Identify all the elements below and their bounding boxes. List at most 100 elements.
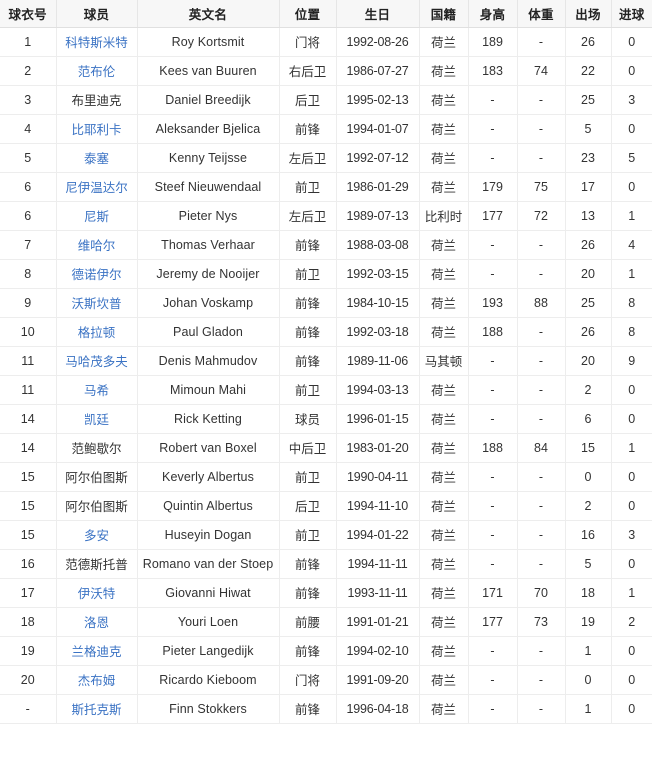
table-row: 15 阿尔伯图斯 Quintin Albertus 后卫 1994-11-10 荷兰 - -2… <box>0 491 652 521</box>
column-header-en_name[interactable]: 英文名 <box>137 0 280 28</box>
column-header-weight[interactable]: 体重 <box>517 0 566 28</box>
table-row: 11 马希 Mimoun Mahi 前卫 1994-03-13 荷兰 - -2 0 <box>0 375 652 405</box>
table-row: 10 格拉顿 Paul Gladon 前锋 1992-03-18 荷兰 188-26 8 <box>0 317 652 347</box>
cell-name[interactable]: 比耶利卡 <box>56 114 138 144</box>
player-name-link[interactable]: 马希 <box>83 384 109 398</box>
cell-name[interactable]: 尼伊温达尔 <box>56 172 138 202</box>
player-name-link[interactable]: 范布伦 <box>77 65 116 79</box>
cell-apps: 19 <box>565 607 612 637</box>
cell-en_name: Rick Ketting <box>137 404 280 434</box>
player-name-link[interactable]: 洛恩 <box>83 616 109 630</box>
column-header-birth[interactable]: 生日 <box>336 0 420 28</box>
cell-goals: 1 <box>611 433 652 463</box>
cell-height: - <box>468 346 518 376</box>
cell-position: 前卫 <box>279 375 337 405</box>
cell-en_name: Giovanni Hiwat <box>137 578 280 608</box>
cell-birth: 1988-03-08 <box>336 230 420 260</box>
player-name-text: 范鲍歇尔 <box>71 442 122 456</box>
cell-name[interactable]: 维哈尔 <box>56 230 138 260</box>
column-header-name[interactable]: 球员 <box>56 0 138 28</box>
cell-en_name: Keverly Albertus <box>137 462 280 492</box>
player-name-link[interactable]: 兰格迪克 <box>71 645 122 659</box>
cell-apps: 5 <box>565 549 612 579</box>
cell-number: 8 <box>0 259 57 289</box>
cell-goals: 4 <box>611 230 652 260</box>
cell-weight: - <box>517 143 566 173</box>
player-name-link[interactable]: 泰塞 <box>83 152 109 166</box>
cell-name: 范鲍歇尔 <box>56 433 138 463</box>
cell-number: 2 <box>0 56 57 86</box>
cell-height: 188 <box>468 317 518 347</box>
table-row: 14 范鲍歇尔 Robert van Boxel 中后卫 1983-01-20 荷兰 188… <box>0 433 652 463</box>
player-name-text: 阿尔伯图斯 <box>65 500 128 514</box>
cell-en_name: Steef Nieuwendaal <box>137 172 280 202</box>
column-header-number[interactable]: 球衣号 <box>0 0 57 28</box>
cell-name[interactable]: 沃斯坎普 <box>56 288 138 318</box>
cell-birth: 1992-07-12 <box>336 143 420 173</box>
cell-height: 188 <box>468 433 518 463</box>
cell-name[interactable]: 泰塞 <box>56 143 138 173</box>
cell-position: 球员 <box>279 404 337 434</box>
table-row: - 斯托克斯 Finn Stokkers 前锋 1996-04-18 荷兰 - -1 0 <box>0 694 652 724</box>
cell-name[interactable]: 多安 <box>56 520 138 550</box>
cell-name[interactable]: 格拉顿 <box>56 317 138 347</box>
cell-name[interactable]: 范布伦 <box>56 56 138 86</box>
player-name-link[interactable]: 尼伊温达尔 <box>65 181 128 195</box>
cell-en_name: Huseyin Dogan <box>137 520 280 550</box>
cell-en_name: Jeremy de Nooijer <box>137 259 280 289</box>
player-name-link[interactable]: 沃斯坎普 <box>71 297 122 311</box>
player-name-link[interactable]: 格拉顿 <box>77 326 116 340</box>
player-name-link[interactable]: 杰布姆 <box>77 674 116 688</box>
column-header-position[interactable]: 位置 <box>279 0 337 28</box>
cell-name[interactable]: 德诺伊尔 <box>56 259 138 289</box>
player-name-link[interactable]: 尼斯 <box>83 210 109 224</box>
column-header-goals[interactable]: 进球 <box>611 0 652 28</box>
cell-name[interactable]: 杰布姆 <box>56 665 138 695</box>
cell-name[interactable]: 凯廷 <box>56 404 138 434</box>
player-name-link[interactable]: 维哈尔 <box>77 239 116 253</box>
cell-weight: - <box>517 85 566 115</box>
cell-apps: 13 <box>565 201 612 231</box>
cell-name[interactable]: 伊沃特 <box>56 578 138 608</box>
cell-name[interactable]: 洛恩 <box>56 607 138 637</box>
cell-nation: 马其顿 <box>419 346 469 376</box>
table-row: 2 范布伦 Kees van Buuren 右后卫 1986-07-27 荷兰 183 74 2… <box>0 56 652 86</box>
cell-name[interactable]: 科特斯米特 <box>56 27 138 57</box>
table-header-row: 球衣号 球员 英文名 位置 生日 国籍 身高 体重 出场 进球 <box>0 0 652 28</box>
cell-weight: 84 <box>517 433 566 463</box>
cell-name[interactable]: 马哈茂多夫 <box>56 346 138 376</box>
cell-name[interactable]: 马希 <box>56 375 138 405</box>
cell-nation: 荷兰 <box>419 375 469 405</box>
column-header-height[interactable]: 身高 <box>468 0 518 28</box>
cell-goals: 0 <box>611 375 652 405</box>
cell-birth: 1994-03-13 <box>336 375 420 405</box>
player-name-link[interactable]: 马哈茂多夫 <box>65 355 128 369</box>
player-name-link[interactable]: 凯廷 <box>83 413 109 427</box>
cell-height: 177 <box>468 201 518 231</box>
cell-number: 20 <box>0 665 57 695</box>
cell-nation: 荷兰 <box>419 143 469 173</box>
cell-name[interactable]: 斯托克斯 <box>56 694 138 724</box>
player-name-link[interactable]: 伊沃特 <box>77 587 116 601</box>
cell-name[interactable]: 尼斯 <box>56 201 138 231</box>
cell-birth: 1994-01-22 <box>336 520 420 550</box>
player-name-link[interactable]: 德诺伊尔 <box>71 268 122 282</box>
column-header-apps[interactable]: 出场 <box>565 0 612 28</box>
player-name-link[interactable]: 斯托克斯 <box>71 703 122 717</box>
cell-birth: 1989-11-06 <box>336 346 420 376</box>
cell-nation: 荷兰 <box>419 317 469 347</box>
cell-nation: 荷兰 <box>419 114 469 144</box>
cell-name[interactable]: 兰格迪克 <box>56 636 138 666</box>
player-name-link[interactable]: 比耶利卡 <box>71 123 122 137</box>
cell-number: 11 <box>0 346 57 376</box>
player-name-link[interactable]: 多安 <box>83 529 109 543</box>
cell-birth: 1996-01-15 <box>336 404 420 434</box>
cell-en_name: Mimoun Mahi <box>137 375 280 405</box>
cell-position: 左后卫 <box>279 143 337 173</box>
cell-birth: 1994-11-11 <box>336 549 420 579</box>
cell-goals: 2 <box>611 607 652 637</box>
cell-birth: 1983-01-20 <box>336 433 420 463</box>
player-name-link[interactable]: 科特斯米特 <box>65 36 128 50</box>
cell-height: - <box>468 375 518 405</box>
column-header-nation[interactable]: 国籍 <box>419 0 469 28</box>
